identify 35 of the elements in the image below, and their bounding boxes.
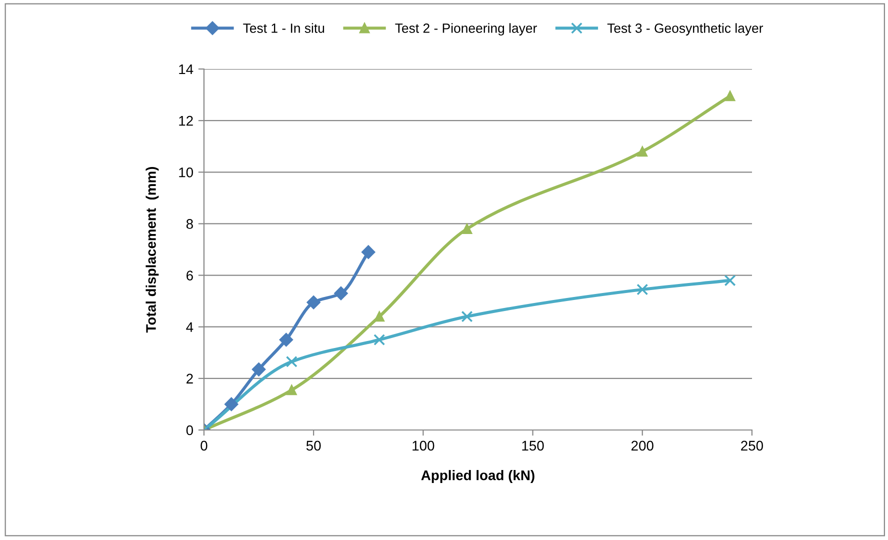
legend-label: Test 3 - Geosynthetic layer <box>607 23 764 36</box>
point <box>462 224 472 234</box>
y-tick-label: 12 <box>179 116 193 126</box>
point <box>306 296 320 310</box>
y-tick-label: 14 <box>179 64 194 74</box>
y-tick-label: 8 <box>186 219 193 229</box>
y-tick-label: 10 <box>179 167 194 178</box>
y-axis-title: Total displacement (mm) <box>146 166 159 333</box>
x-tick-label: 250 <box>741 440 764 451</box>
legend-label: Test 1 - In situ <box>243 23 324 33</box>
x-tick-label: 50 <box>306 440 321 451</box>
point <box>637 146 648 157</box>
point <box>224 397 238 412</box>
point <box>636 284 648 296</box>
y-tick-label: 2 <box>186 374 193 384</box>
x-tick-label: 0 <box>200 440 208 451</box>
point <box>334 286 348 300</box>
y-tick-label: 4 <box>186 322 194 332</box>
point <box>724 274 736 286</box>
x-tick-label: 200 <box>631 440 654 451</box>
point <box>286 356 298 368</box>
legend-label: Test 2 - Pioneering layer <box>395 23 537 36</box>
x-tick-label: 100 <box>412 440 434 451</box>
point <box>362 245 376 259</box>
point <box>374 311 384 322</box>
point <box>724 91 736 102</box>
y-tick-label: 0 <box>186 425 194 436</box>
point <box>461 310 473 322</box>
x-tick-label: 150 <box>522 440 544 451</box>
x-axis-title: Applied load (kN) <box>421 470 534 483</box>
point <box>252 362 266 376</box>
point <box>279 332 293 347</box>
point <box>286 384 297 396</box>
y-tick-label: 6 <box>186 270 193 280</box>
point <box>374 334 386 346</box>
